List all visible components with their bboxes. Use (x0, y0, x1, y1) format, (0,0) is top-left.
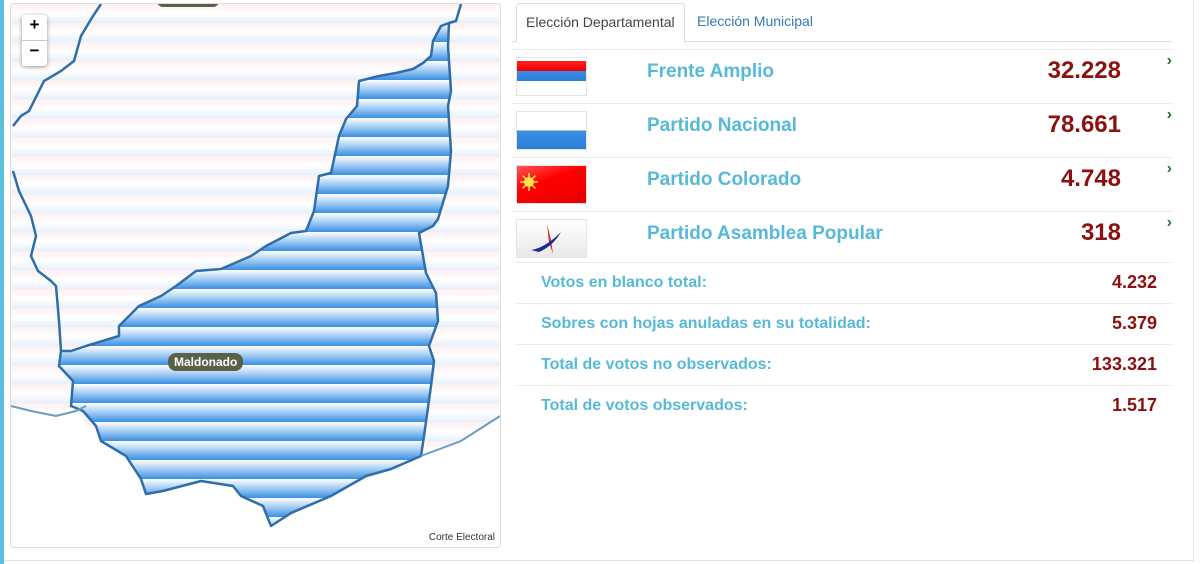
election-tabs: Elección Departamental Elección Municipa… (512, 3, 1172, 43)
party-name: Partido Nacional (647, 115, 797, 136)
summary-value: 1.517 (1111, 395, 1157, 415)
summary-label: Total de votos observados: (541, 397, 748, 414)
chevron-right-icon[interactable]: › (1166, 214, 1172, 231)
region-label-top (157, 4, 219, 7)
summary-value: 5.379 (1111, 313, 1157, 333)
summary-row: Sobres con hojas anuladas en su totalida… (516, 303, 1172, 344)
tab-eleccion-departamental[interactable]: Elección Departamental (516, 3, 685, 43)
summary-row: Total de votos no observados: 133.321 (516, 344, 1172, 385)
chevron-right-icon[interactable]: › (1166, 106, 1172, 123)
department-border (11, 170, 63, 352)
party-name: Partido Colorado (647, 169, 802, 190)
party-results: Frente Amplio 32.228 › Partido Nacional … (512, 49, 1172, 265)
summary-label: Votos en blanco total: (541, 274, 707, 291)
frente-amplio-flag (516, 57, 587, 96)
party-name: Frente Amplio (647, 61, 775, 82)
party-votes: 78.661 (1047, 111, 1121, 138)
map-attribution: Corte Electoral (428, 532, 495, 543)
zoom-control: + − (22, 15, 47, 66)
tab-eleccion-municipal[interactable]: Elección Municipal (697, 13, 813, 29)
department-border (448, 4, 463, 25)
chevron-right-icon[interactable]: › (1166, 52, 1172, 69)
zoom-out-button[interactable]: − (29, 41, 40, 60)
chevron-right-icon[interactable]: › (1166, 160, 1172, 177)
summary-value: 4.232 (1111, 272, 1157, 292)
party-votes: 4.748 (1060, 165, 1121, 192)
region-maldonado[interactable] (57, 21, 453, 528)
party-row[interactable]: Partido Asamblea Popular 318 › (512, 211, 1172, 265)
map-canvas[interactable] (11, 4, 500, 547)
coastline (11, 405, 500, 457)
party-votes: 32.228 (1047, 57, 1121, 84)
department-border (12, 4, 103, 127)
partido-nacional-flag (516, 111, 587, 150)
content-panel (4, 0, 1194, 561)
summary-label: Sobres con hojas anuladas en su totalida… (541, 315, 871, 332)
party-votes: 318 (1080, 219, 1121, 246)
zoom-in-button[interactable]: + (22, 15, 47, 41)
summary-label: Total de votos no observados: (541, 356, 772, 373)
summary-row: Total de votos observados: 1.517 (516, 385, 1172, 426)
asamblea-popular-flag (516, 219, 587, 258)
region-label: Maldonado (168, 353, 244, 371)
party-name: Partido Asamblea Popular (647, 223, 883, 244)
asamblea-popular-logo (531, 224, 561, 254)
summary-value: 133.321 (1091, 354, 1157, 374)
map-panel[interactable]: + − Maldonado Corte Electoral (10, 3, 501, 548)
sun-icon (520, 173, 538, 191)
party-row[interactable]: Partido Nacional 78.661 › (512, 103, 1172, 157)
summary-row: Votos en blanco total: 4.232 (516, 262, 1172, 303)
partido-colorado-flag (516, 165, 587, 204)
vote-summary: Votos en blanco total: 4.232 Sobres con … (516, 262, 1172, 426)
party-row[interactable]: Frente Amplio 32.228 › (512, 49, 1172, 103)
party-row[interactable]: Partido Colorado 4.748 › (512, 157, 1172, 211)
left-accent-bar (0, 0, 4, 564)
